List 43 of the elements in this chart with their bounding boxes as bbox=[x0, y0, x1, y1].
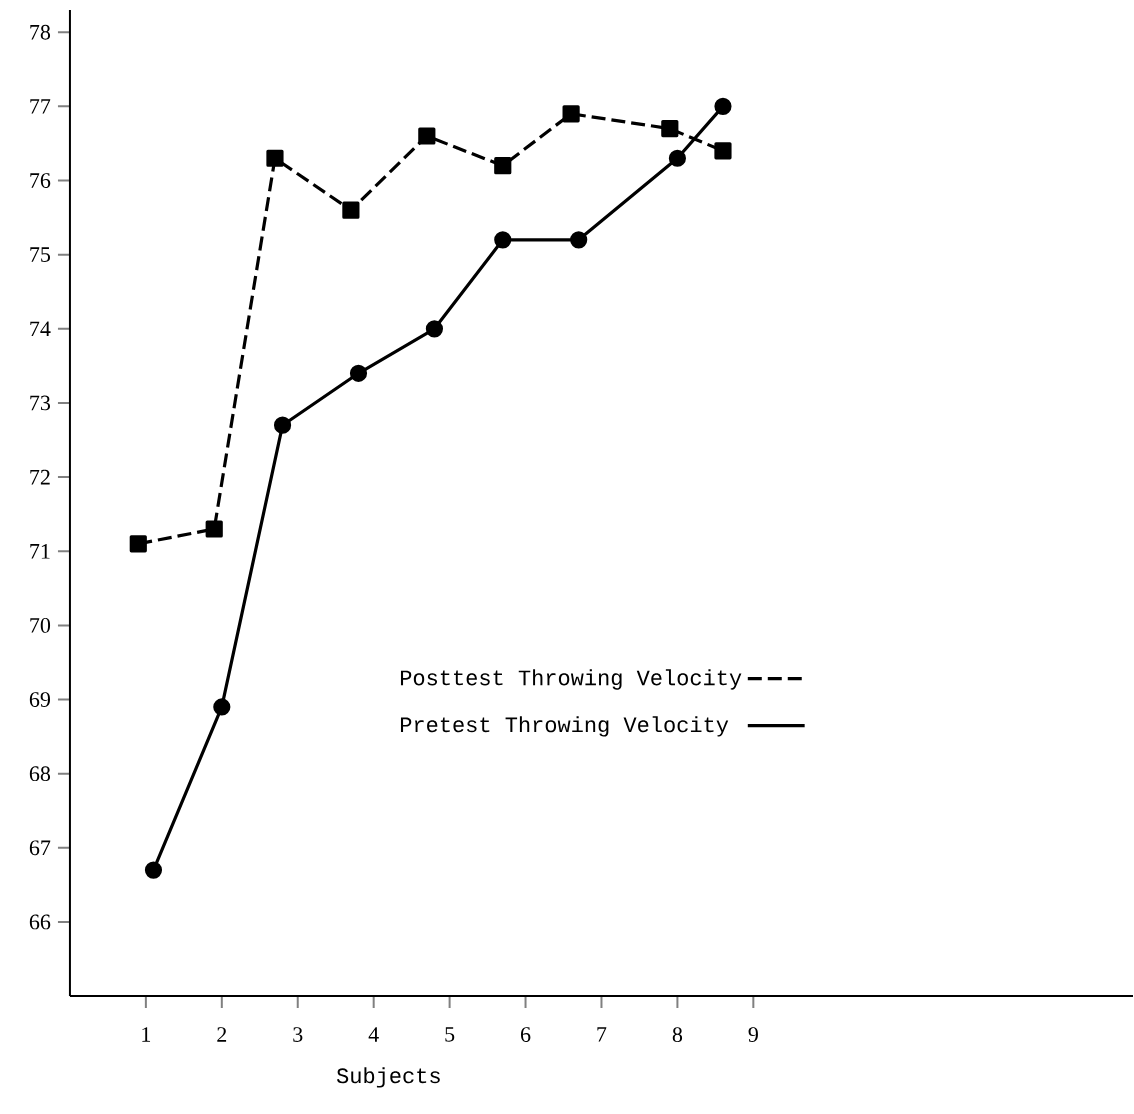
x-tick-label: 6 bbox=[520, 1027, 531, 1042]
x-tick-label: 5 bbox=[445, 1027, 455, 1042]
x-tick-label: 3 bbox=[293, 1027, 303, 1042]
y-tick-label: 70 bbox=[30, 617, 51, 633]
point bbox=[425, 320, 444, 338]
y-tick-label: 74 bbox=[30, 321, 51, 337]
point bbox=[342, 201, 360, 219]
point bbox=[714, 97, 732, 115]
point bbox=[494, 157, 512, 175]
x-tick-label: 8 bbox=[672, 1027, 683, 1042]
point bbox=[661, 120, 679, 138]
point bbox=[273, 416, 292, 434]
point bbox=[213, 698, 231, 716]
y-tick-label: 68 bbox=[29, 766, 51, 782]
y-tick-label: 78 bbox=[30, 24, 51, 40]
x-tick-label: 7 bbox=[597, 1027, 607, 1042]
y-tick-label: 67 bbox=[29, 840, 51, 856]
x-tick-label: 4 bbox=[368, 1027, 379, 1042]
point bbox=[266, 149, 284, 167]
point bbox=[129, 535, 147, 553]
legend-label: Posttest Throwing Velocity bbox=[400, 669, 742, 690]
point bbox=[349, 364, 368, 382]
point bbox=[562, 105, 580, 123]
y-tick-label: 76 bbox=[30, 173, 51, 188]
point bbox=[668, 149, 686, 167]
point bbox=[714, 142, 732, 160]
y-tick-label: 75 bbox=[30, 247, 51, 262]
y-tick-label: 73 bbox=[30, 395, 51, 411]
point bbox=[494, 231, 512, 249]
legend-label: Pretest Throwing Velocity bbox=[400, 716, 729, 737]
y-tick-label: 77 bbox=[30, 99, 51, 114]
y-tick-label: 72 bbox=[30, 469, 50, 485]
point bbox=[205, 520, 223, 538]
x-tick-label: 1 bbox=[142, 1027, 151, 1042]
point bbox=[144, 861, 163, 879]
x-axis-title: Subjects bbox=[336, 1067, 440, 1088]
y-tick-label: 71 bbox=[30, 543, 50, 559]
x-tick-label: 9 bbox=[748, 1027, 758, 1042]
y-tick-label: 69 bbox=[29, 692, 50, 707]
point bbox=[570, 231, 588, 249]
x-tick-label: 2 bbox=[217, 1027, 227, 1042]
point bbox=[418, 127, 436, 145]
y-tick-label: 66 bbox=[29, 914, 51, 930]
